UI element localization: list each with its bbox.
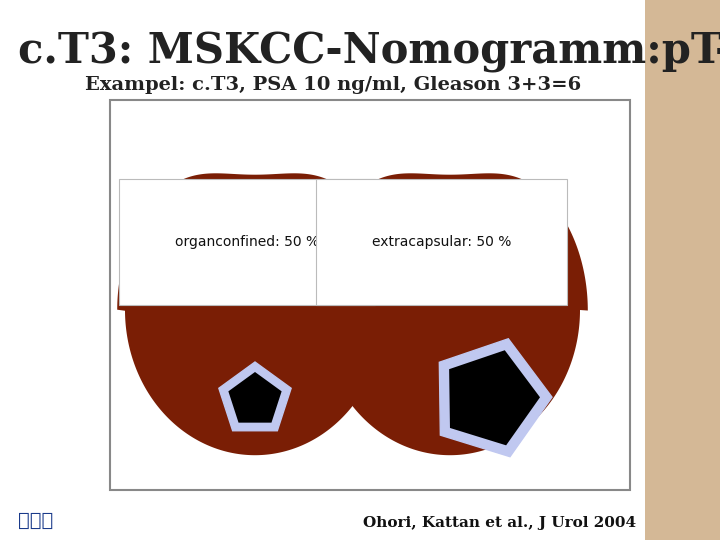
Text: organconfined: 50 %: organconfined: 50 % (175, 235, 319, 249)
Text: c.T3: MSKCC-Nomogramm:pT-Stage: c.T3: MSKCC-Nomogramm:pT-Stage (18, 31, 720, 73)
Bar (110, 100, 630, 490)
Text: ⛪🏛🏰: ⛪🏛🏰 (18, 511, 53, 530)
Polygon shape (439, 339, 552, 457)
Polygon shape (117, 173, 393, 455)
Polygon shape (219, 362, 291, 431)
Text: Ohori, Kattan et al., J Urol 2004: Ohori, Kattan et al., J Urol 2004 (363, 516, 636, 530)
Polygon shape (312, 173, 588, 455)
Polygon shape (228, 372, 282, 423)
Text: Exampel: c.T3, PSA 10 ng/ml, Gleason 3+3=6: Exampel: c.T3, PSA 10 ng/ml, Gleason 3+3… (85, 76, 581, 94)
Bar (645, 0, 720, 540)
Polygon shape (449, 350, 540, 446)
Text: extracapsular: 50 %: extracapsular: 50 % (372, 235, 511, 249)
